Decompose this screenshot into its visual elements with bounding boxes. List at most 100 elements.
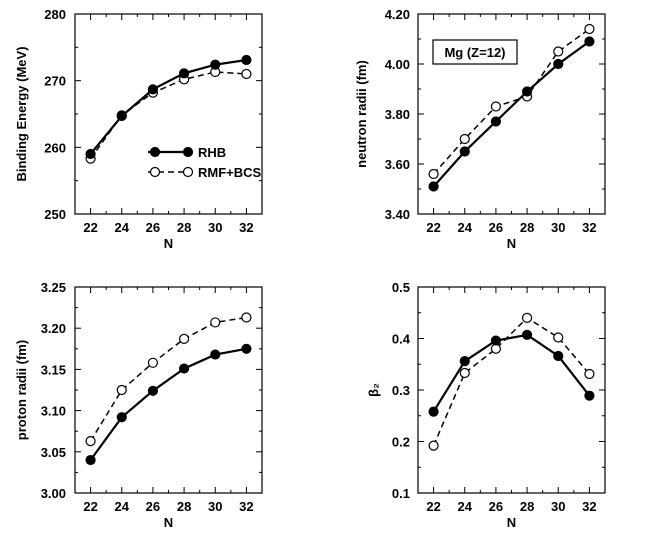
x-axis-label: N xyxy=(164,515,173,530)
x-axis-label: N xyxy=(507,236,516,251)
x-tick-label: 28 xyxy=(177,499,191,514)
data-point-rhb xyxy=(116,110,127,122)
x-tick-label: 26 xyxy=(146,220,160,235)
y-tick-label: 3.20 xyxy=(41,321,66,336)
y-tick-label: 0.3 xyxy=(392,383,410,398)
x-tick-label: 28 xyxy=(520,499,534,514)
y-tick-label: 0.1 xyxy=(392,486,410,501)
data-point-rmf-bcs xyxy=(428,168,439,180)
x-tick-label: 30 xyxy=(208,220,222,235)
legend-marker xyxy=(182,166,194,178)
y-tick-label: 0.5 xyxy=(392,280,410,295)
chart-panel-3: 22 24 26 28 30 32 3.00 3.05 3.10 3.15 3.20 3.25 Npro… xyxy=(14,280,263,530)
y-tick-label: 3.60 xyxy=(385,157,410,172)
data-point-rhb xyxy=(241,343,252,354)
data-point-rhb xyxy=(116,412,127,423)
y-tick-label: 3.15 xyxy=(41,362,66,377)
data-point-rhb xyxy=(584,390,595,401)
x-tick-label: 24 xyxy=(458,220,473,235)
data-point-rhb xyxy=(490,116,502,127)
y-axis-label: proton radii (fm) xyxy=(14,340,29,440)
data-point-rhb xyxy=(85,148,96,160)
data-point-rhb xyxy=(178,68,190,79)
data-point-rhb xyxy=(428,406,439,417)
y-tick-label: 280 xyxy=(44,7,66,22)
data-point-rmf-bcs xyxy=(584,23,595,35)
data-point-rmf-bcs xyxy=(459,367,470,379)
x-tick-label: 22 xyxy=(426,499,440,514)
legend: RHB RMF+BCS xyxy=(148,145,262,180)
x-tick-label: 32 xyxy=(582,499,596,514)
series-line-rhb xyxy=(89,58,247,155)
data-point-rmf-bcs xyxy=(521,312,533,323)
x-tick-label: 26 xyxy=(489,499,503,514)
y-tick-label: 270 xyxy=(44,74,66,89)
y-axis-label: β₂ xyxy=(366,383,381,397)
y-tick-label: 3.00 xyxy=(41,486,66,501)
data-point-rhb xyxy=(241,54,252,66)
data-point-rhb xyxy=(459,356,470,367)
data-point-rhb xyxy=(428,181,439,192)
data-point-rmf-bcs xyxy=(116,384,127,396)
data-point-rmf-bcs xyxy=(553,332,564,343)
series-line-rmf-bcs xyxy=(433,28,590,175)
data-point-rhb xyxy=(459,146,470,157)
chart-panel-1: 22 24 26 28 30 32 250 260 270 280 N Binding Energy … xyxy=(14,7,263,251)
legend-marker xyxy=(149,166,161,178)
annotation-box xyxy=(432,39,518,65)
data-point-rmf-bcs xyxy=(85,435,96,447)
y-tick-label: 0.4 xyxy=(392,332,411,347)
data-point-rhb xyxy=(553,58,564,70)
x-tick-label: 22 xyxy=(426,220,440,235)
annotation-text: Mg (Z=12) xyxy=(444,45,505,60)
data-point-rhb xyxy=(584,36,595,47)
series-line-rhb xyxy=(89,347,247,461)
x-tick-label: 24 xyxy=(115,220,130,235)
x-tick-label: 30 xyxy=(208,499,222,514)
y-tick-label: 250 xyxy=(44,207,66,222)
y-tick-label: 4.20 xyxy=(385,7,410,22)
data-point-rhb xyxy=(553,350,564,362)
series-line-rmf-bcs xyxy=(432,316,590,446)
data-point-rmf-bcs xyxy=(553,46,564,57)
data-point-rhb xyxy=(521,86,533,97)
data-point-rhb xyxy=(521,329,533,340)
x-tick-label: 24 xyxy=(458,499,473,514)
data-point-rmf-bcs xyxy=(459,133,470,145)
data-point-rhb xyxy=(147,385,159,396)
legend-label: RHB xyxy=(198,145,226,160)
y-axis-label: neutron radii (fm) xyxy=(354,60,369,168)
x-tick-label: 22 xyxy=(83,499,97,514)
y-tick-label: 3.10 xyxy=(41,404,66,419)
data-point-rmf-bcs xyxy=(147,357,159,368)
x-tick-label: 26 xyxy=(489,220,503,235)
y-tick-label: 3.80 xyxy=(385,107,410,122)
data-point-rhb xyxy=(178,363,190,374)
data-point-rhb xyxy=(210,59,221,70)
x-axis-label: N xyxy=(507,515,516,530)
legend-label: RMF+BCS xyxy=(198,165,262,180)
x-tick-label: 24 xyxy=(115,499,130,514)
y-tick-label: 0.2 xyxy=(392,435,410,450)
x-tick-label: 30 xyxy=(551,499,565,514)
plot-frame xyxy=(74,13,263,215)
data-point-rhb xyxy=(85,454,96,466)
data-point-rmf-bcs xyxy=(241,312,252,323)
x-tick-label: 22 xyxy=(83,220,97,235)
data-point-rmf-bcs xyxy=(210,317,221,328)
y-tick-label: 4.00 xyxy=(385,57,410,72)
data-point-rhb xyxy=(490,335,502,346)
data-point-rmf-bcs xyxy=(584,368,595,380)
series-line-rmf-bcs xyxy=(89,316,247,442)
x-axis-label: N xyxy=(164,236,173,251)
y-tick-label: 3.25 xyxy=(41,280,66,295)
legend-marker xyxy=(149,146,161,158)
series-line-rhb xyxy=(432,40,591,188)
data-point-rhb xyxy=(210,349,221,360)
x-tick-label: 32 xyxy=(582,220,596,235)
data-point-rmf-bcs xyxy=(490,101,502,112)
data-point-rmf-bcs xyxy=(428,440,439,451)
x-tick-label: 32 xyxy=(239,220,253,235)
chart-panel-4: 22 24 26 28 30 32 0.1 0.2 0.3 0.4 0.5 Nβ₂ xyxy=(366,280,606,530)
